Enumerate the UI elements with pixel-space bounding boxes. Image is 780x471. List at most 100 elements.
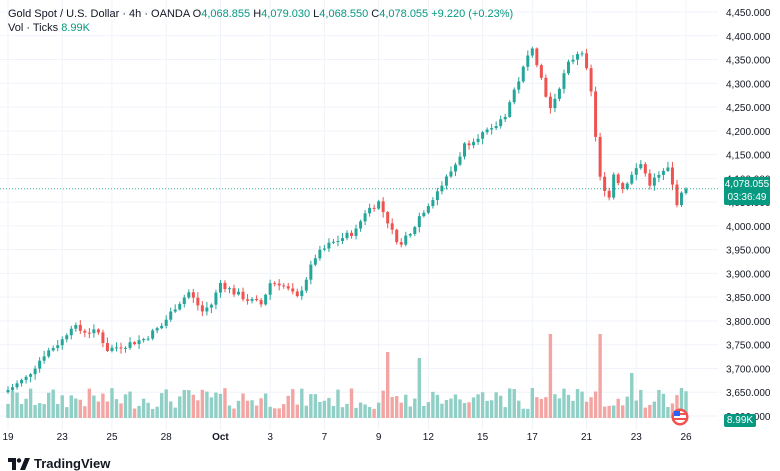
volume-bar: [625, 396, 629, 418]
volume-bar: [453, 394, 458, 418]
candle-body: [368, 207, 372, 214]
x-tick-label: 26: [680, 432, 692, 443]
candle-body: [232, 288, 236, 295]
candle-body: [657, 174, 661, 178]
candle-body: [250, 298, 254, 301]
candle-body: [20, 379, 24, 384]
candle-body: [331, 241, 335, 243]
volume-bar: [476, 394, 480, 418]
candle-body: [408, 234, 412, 236]
volume-bar: [444, 399, 449, 418]
volume-bar: [277, 408, 281, 418]
volume-bar: [33, 405, 37, 418]
volume-bar: [218, 393, 223, 418]
y-tick-label: 3,800.000: [726, 317, 771, 328]
bar-countdown: 03:36:49: [727, 192, 767, 203]
volume-bar: [83, 406, 87, 418]
candle-body: [350, 232, 354, 236]
volume-bar: [10, 390, 15, 418]
candle-body: [562, 73, 566, 89]
y-tick-label: 3,850.000: [726, 293, 771, 304]
volume-bar: [521, 408, 525, 418]
volume-bar: [557, 398, 562, 418]
candle-body: [273, 283, 277, 285]
symbol-title[interactable]: Gold Spot / U.S. Dollar · 4h · OANDA: [8, 8, 190, 20]
volume-bar: [291, 389, 295, 418]
candle-body: [128, 342, 132, 348]
volume-bar: [345, 403, 349, 418]
candle-body: [6, 389, 10, 393]
candle-body: [539, 65, 543, 78]
candle-body: [11, 387, 15, 390]
candle-body: [526, 55, 530, 67]
volume-bar: [214, 392, 218, 418]
candle-body: [268, 283, 272, 295]
ohlc-low: L4,068.550: [313, 8, 369, 20]
candle-body: [634, 168, 638, 175]
candle-body: [661, 170, 665, 175]
volume-bar: [24, 398, 28, 418]
candle-body: [594, 91, 598, 137]
volume-bar: [223, 388, 227, 418]
candle-body: [580, 53, 584, 55]
last-price-tag: 4,078.055 03:36:49: [724, 177, 770, 205]
candle-body: [363, 213, 367, 222]
volume-bar: [187, 390, 191, 418]
volume-bar: [584, 401, 589, 418]
us-flag-icon: [671, 408, 689, 426]
candle-body: [467, 143, 471, 146]
x-tick-label: 25: [106, 432, 118, 443]
volume-bar: [548, 334, 553, 418]
candle-body: [449, 171, 453, 177]
candle-body: [652, 177, 656, 186]
volume-bar: [209, 397, 214, 418]
candle-body: [205, 307, 209, 312]
candle-body: [187, 292, 191, 298]
candle-body: [616, 174, 620, 184]
volume-bar: [60, 395, 64, 418]
candle-body: [60, 339, 64, 346]
volume-bar: [535, 397, 539, 418]
volume-bar: [593, 391, 598, 418]
volume-bar: [611, 405, 616, 418]
volume-bar: [128, 391, 132, 418]
volume-bar: [575, 389, 580, 418]
volume-bar: [245, 400, 250, 418]
candle-body: [114, 347, 118, 349]
volume-bar: [363, 404, 367, 418]
candle-body: [69, 328, 73, 336]
volume-bar: [354, 407, 358, 418]
candle-body: [521, 66, 525, 82]
volume-bar: [621, 405, 625, 418]
volume-bar: [182, 389, 186, 418]
volume-bar: [526, 408, 530, 418]
volume-bar: [602, 406, 607, 418]
candle-body: [372, 207, 376, 209]
volume-bar: [318, 401, 322, 418]
volume-bar: [155, 406, 159, 418]
candle-body: [490, 128, 494, 130]
volume-bar: [92, 395, 96, 418]
candle-body: [318, 249, 322, 259]
volume-bar: [589, 397, 593, 418]
volume-bar: [6, 403, 10, 418]
volume-bar: [74, 398, 78, 418]
volume-bar: [69, 395, 73, 418]
candle-body: [313, 258, 317, 265]
volume-legend[interactable]: Vol · Ticks 8.99K: [8, 22, 90, 34]
volume-bar: [65, 407, 69, 418]
ohlc-close: C4,078.055: [371, 8, 429, 20]
x-tick-label: 9: [376, 432, 382, 443]
tradingview-logo[interactable]: TradingView: [8, 456, 110, 471]
candle-body: [508, 102, 512, 117]
y-tick-label: 3,750.000: [726, 341, 771, 352]
volume-bar: [408, 406, 412, 418]
candle-body: [101, 332, 105, 344]
volume-bar: [390, 397, 394, 418]
volume-bar: [259, 398, 263, 418]
candle-body: [155, 328, 159, 331]
candle-body: [458, 156, 462, 165]
candle-body: [413, 227, 417, 235]
candle-body: [65, 335, 69, 340]
